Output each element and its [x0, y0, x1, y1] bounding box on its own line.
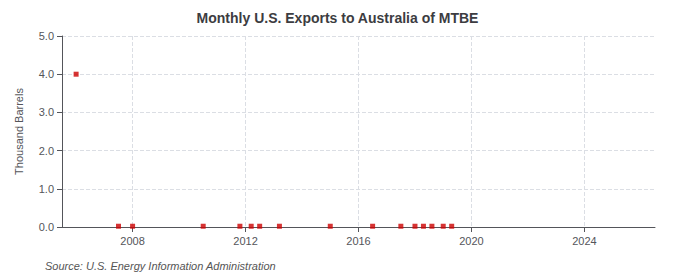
svg-text:2012: 2012 — [233, 235, 257, 247]
svg-text:2020: 2020 — [459, 235, 483, 247]
svg-text:Monthly U.S. Exports to Austra: Monthly U.S. Exports to Australia of MTB… — [197, 10, 479, 26]
svg-text:2016: 2016 — [346, 235, 370, 247]
svg-text:0.0: 0.0 — [39, 221, 54, 233]
svg-text:2024: 2024 — [572, 235, 596, 247]
svg-text:3.0: 3.0 — [39, 106, 54, 118]
svg-text:5.0: 5.0 — [39, 30, 54, 42]
svg-text:4.0: 4.0 — [39, 68, 54, 80]
svg-text:Source: U.S. Energy Informatio: Source: U.S. Energy Information Administ… — [45, 260, 276, 272]
svg-text:2008: 2008 — [120, 235, 144, 247]
svg-text:1.0: 1.0 — [39, 183, 54, 195]
svg-text:2.0: 2.0 — [39, 145, 54, 157]
svg-text:Thousand Barrels: Thousand Barrels — [13, 88, 25, 175]
